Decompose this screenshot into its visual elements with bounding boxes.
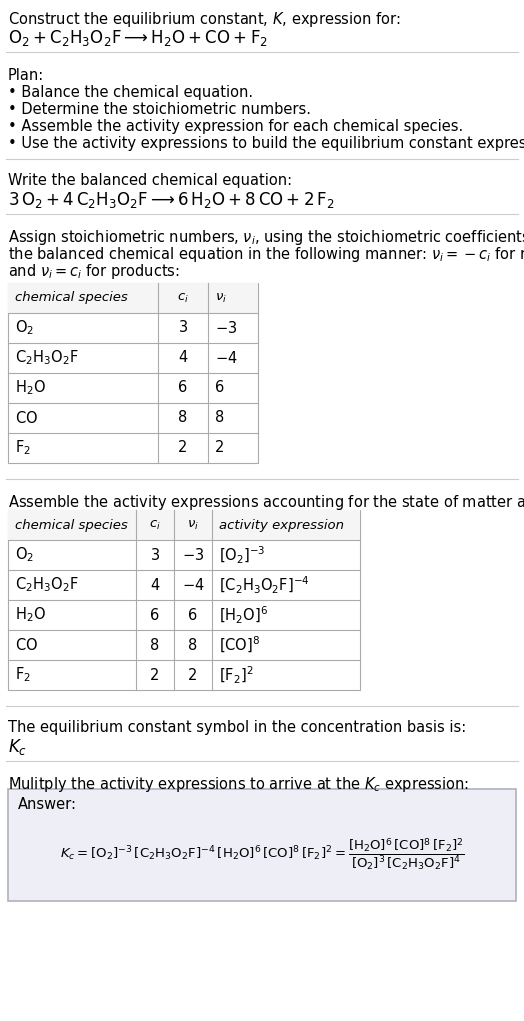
Text: The equilibrium constant symbol in the concentration basis is:: The equilibrium constant symbol in the c… (8, 720, 466, 735)
Text: Plan:: Plan: (8, 68, 44, 83)
Text: 4: 4 (178, 350, 188, 366)
Text: $\mathrm{CO}$: $\mathrm{CO}$ (15, 637, 38, 653)
Text: $\nu_i$: $\nu_i$ (187, 519, 199, 532)
Text: 3: 3 (150, 547, 160, 563)
Text: Construct the equilibrium constant, $K$, expression for:: Construct the equilibrium constant, $K$,… (8, 10, 401, 29)
Text: $\mathrm{H_2O}$: $\mathrm{H_2O}$ (15, 605, 46, 625)
Text: $-4$: $-4$ (215, 350, 238, 366)
Text: 8: 8 (150, 637, 160, 652)
Text: Assemble the activity expressions accounting for the state of matter and $\nu_i$: Assemble the activity expressions accoun… (8, 493, 524, 512)
Text: 3: 3 (179, 321, 188, 336)
Text: $\nu_i$: $\nu_i$ (215, 291, 227, 304)
Bar (8, 283, 258, 463)
Text: $[\mathrm{CO}]^{8}$: $[\mathrm{CO}]^{8}$ (219, 635, 260, 655)
Text: $c_i$: $c_i$ (149, 519, 161, 532)
Text: $-3$: $-3$ (215, 320, 237, 336)
Bar (8, 283, 258, 313)
Text: $\mathrm{C_2H_3O_2F}$: $\mathrm{C_2H_3O_2F}$ (15, 348, 79, 368)
Text: activity expression: activity expression (219, 519, 344, 532)
Text: • Balance the chemical equation.: • Balance the chemical equation. (8, 85, 253, 100)
Text: Mulitply the activity expressions to arrive at the $K_c$ expression:: Mulitply the activity expressions to arr… (8, 775, 469, 794)
Text: $c_i$: $c_i$ (177, 291, 189, 304)
Text: 8: 8 (188, 637, 198, 652)
FancyBboxPatch shape (8, 789, 516, 901)
Text: 6: 6 (178, 381, 188, 395)
Text: Assign stoichiometric numbers, $\nu_i$, using the stoichiometric coefficients, $: Assign stoichiometric numbers, $\nu_i$, … (8, 228, 524, 247)
Text: $[\mathrm{H_2O}]^{6}$: $[\mathrm{H_2O}]^{6}$ (219, 604, 268, 626)
Text: • Assemble the activity expression for each chemical species.: • Assemble the activity expression for e… (8, 119, 463, 134)
Text: $\mathrm{CO}$: $\mathrm{CO}$ (15, 410, 38, 426)
Text: $\mathrm{O_2}$: $\mathrm{O_2}$ (15, 319, 34, 337)
Text: Write the balanced chemical equation:: Write the balanced chemical equation: (8, 173, 292, 188)
Bar (8, 510, 360, 540)
Text: chemical species: chemical species (15, 519, 128, 532)
Text: 4: 4 (150, 578, 160, 592)
Text: $\mathrm{O_2 + C_2H_3O_2F \longrightarrow H_2O + CO + F_2}$: $\mathrm{O_2 + C_2H_3O_2F \longrightarro… (8, 28, 268, 48)
Text: $\mathrm{3\,O_2 + 4\,C_2H_3O_2F \longrightarrow 6\,H_2O + 8\,CO + 2\,F_2}$: $\mathrm{3\,O_2 + 4\,C_2H_3O_2F \longrig… (8, 190, 334, 210)
Text: 2: 2 (150, 668, 160, 682)
Bar (8, 510, 360, 690)
Text: 8: 8 (178, 410, 188, 426)
Text: 6: 6 (150, 607, 160, 623)
Text: $K_c = [\mathrm{O_2}]^{-3}\,[\mathrm{C_2H_3O_2F}]^{-4}\,[\mathrm{H_2O}]^{6}\,[\m: $K_c = [\mathrm{O_2}]^{-3}\,[\mathrm{C_2… (60, 837, 464, 873)
Text: 6: 6 (215, 381, 224, 395)
Text: 6: 6 (188, 607, 198, 623)
Text: chemical species: chemical species (15, 292, 128, 304)
Text: $\mathrm{F_2}$: $\mathrm{F_2}$ (15, 666, 31, 684)
Text: $\mathrm{F_2}$: $\mathrm{F_2}$ (15, 439, 31, 457)
Text: $-4$: $-4$ (182, 577, 204, 593)
Text: $[\mathrm{C_2H_3O_2F}]^{-4}$: $[\mathrm{C_2H_3O_2F}]^{-4}$ (219, 575, 310, 595)
Text: Answer:: Answer: (18, 797, 77, 812)
Text: 8: 8 (215, 410, 224, 426)
Text: • Determine the stoichiometric numbers.: • Determine the stoichiometric numbers. (8, 102, 311, 117)
Text: $-3$: $-3$ (182, 547, 204, 563)
Text: 2: 2 (178, 440, 188, 455)
Text: • Use the activity expressions to build the equilibrium constant expression.: • Use the activity expressions to build … (8, 136, 524, 151)
Text: 2: 2 (188, 668, 198, 682)
Text: $\mathrm{O_2}$: $\mathrm{O_2}$ (15, 545, 34, 565)
Text: $[\mathrm{O_2}]^{-3}$: $[\mathrm{O_2}]^{-3}$ (219, 544, 265, 566)
Text: the balanced chemical equation in the following manner: $\nu_i = -c_i$ for react: the balanced chemical equation in the fo… (8, 245, 524, 264)
Text: $\mathrm{H_2O}$: $\mathrm{H_2O}$ (15, 379, 46, 397)
Text: $[\mathrm{F_2}]^{2}$: $[\mathrm{F_2}]^{2}$ (219, 665, 254, 685)
Text: $K_c$: $K_c$ (8, 737, 27, 757)
Text: $\mathrm{C_2H_3O_2F}$: $\mathrm{C_2H_3O_2F}$ (15, 576, 79, 594)
Text: and $\nu_i = c_i$ for products:: and $\nu_i = c_i$ for products: (8, 262, 180, 281)
Text: 2: 2 (215, 440, 224, 455)
